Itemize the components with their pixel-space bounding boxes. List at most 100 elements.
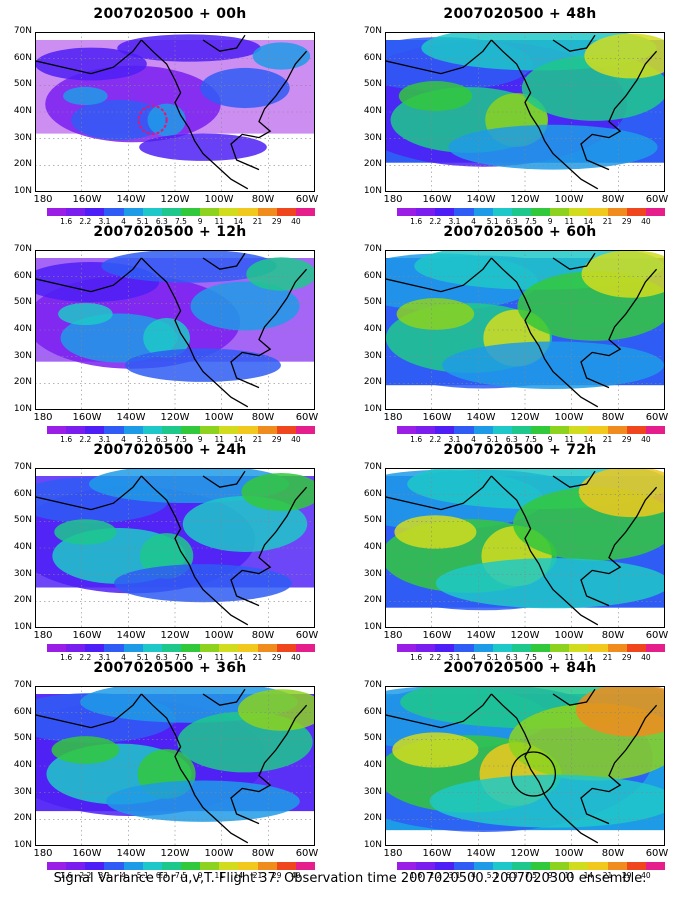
lon-tick-label: 100W [554,412,584,423]
map-frame [385,686,665,846]
lon-tick-label: 100W [204,630,234,641]
map-panel-p36: 2007020500 + 36h 70N 60N 50N 40N 30N 20N 10N 180… [0,660,340,880]
colorbar-swatch [530,644,551,652]
lat-tick-label: 50N [363,297,382,308]
colorbar-label: 4 [121,871,126,880]
panel-title: 2007020500 + 60h [443,224,597,240]
colorbar-label: 5.1 [136,653,149,662]
colorbar-swatch [85,644,105,652]
colorbar-swatch [180,862,201,870]
variance-contour [106,780,300,822]
colorbar-label: 11 [214,653,225,662]
colorbar-swatch [276,862,296,870]
colorbar-label: 11 [214,435,225,444]
lat-tick-label: 10N [13,622,32,632]
lon-tick-label: 160W [422,630,452,641]
lat-tick-label: 30N [13,132,32,143]
lon-tick-label: 100W [204,412,234,423]
variance-contour [394,515,477,549]
lon-tick-label: 140W [116,630,146,641]
lon-tick-label: 80W [251,412,275,423]
colorbar-label: 3.1 [98,653,111,662]
colorbar-label: 2.2 [429,435,442,444]
colorbar-swatch [219,862,239,870]
coastline [552,252,596,270]
colorbar-swatch [123,426,143,434]
colorbar-swatch [180,426,201,434]
lon-tick-label: 80W [251,848,275,859]
colorbar-label: 40 [291,435,301,444]
colorbar [397,862,665,870]
panel-title: 2007020500 + 72h [443,442,597,458]
colorbar-swatch [645,426,665,434]
coastline [140,257,249,408]
colorbar-label: 9 [197,653,203,662]
colorbar-swatch [161,208,181,216]
coastline [230,268,308,389]
lon-tick-label: 100W [204,194,234,205]
colorbar-swatch [85,426,105,434]
variance-contour [51,736,120,764]
colorbar-swatch [492,426,512,434]
variance-contour [117,34,261,62]
lat-tick-label: 10N [13,840,32,850]
colorbar-label: 2.2 [79,653,92,662]
colorbar-label: 29 [271,871,282,880]
colorbar-swatch [257,862,277,870]
colorbar-swatch [104,208,124,216]
colorbar-swatch [295,644,315,652]
colorbar-label: 40 [641,217,651,226]
colorbar-swatch [511,208,531,216]
colorbar-label: 29 [621,871,632,880]
lat-tick-label: 60N [13,488,32,499]
lat-tick-label: 30N [13,350,32,361]
colorbar-swatch [397,862,417,870]
variance-map [35,250,315,410]
colorbar-label: 3.1 [448,653,461,662]
lon-tick-label: 180 [33,848,53,859]
colorbar-swatch [142,644,162,652]
colorbar [47,644,315,652]
lat-tick-label: 20N [363,813,382,824]
colorbar-swatch [550,862,570,870]
colorbar-swatch [276,426,296,434]
colorbar-swatch [626,644,646,652]
lat-tick-label: 60N [363,488,382,499]
colorbar-label: 5.1 [136,217,149,226]
lon-tick-label: 80W [601,194,625,205]
lat-tick-label: 40N [13,324,32,334]
colorbar-label: 11 [214,217,225,226]
variance-contour [396,298,475,330]
colorbar-label: 4 [471,871,476,880]
colorbar-swatch [607,208,627,216]
colorbar-label: 5.1 [136,435,149,444]
coastline [490,257,599,408]
colorbar-swatch [200,862,220,870]
colorbar-swatch [588,426,608,434]
map-panel-p60: 2007020500 + 60h 70N 60N 50N 40N 30N 20N 10N 180… [350,224,690,444]
coastline [580,268,658,389]
lat-tick-label: 10N [363,186,382,196]
colorbar-label: 3.1 [98,871,111,880]
lon-tick-label: 80W [251,194,275,205]
colorbar-swatch [569,208,589,216]
colorbar-swatch [550,644,570,652]
colorbar-label: 14 [583,871,594,880]
colorbar-swatch [161,862,181,870]
panel-title: 2007020500 + 00h [93,6,247,22]
variance-contour [35,47,147,81]
lon-tick-label: 120W [510,848,540,859]
colorbar-label: 5.1 [486,653,499,662]
colorbar-swatch [161,426,181,434]
variance-contour [125,348,281,382]
variance-contour [88,468,290,504]
variance-contour [101,250,277,283]
colorbar-swatch [454,644,474,652]
lat-tick-label: 40N [363,324,382,334]
lon-tick-label: 120W [510,194,540,205]
variance-contour [448,124,658,170]
colorbar-swatch [569,644,589,652]
colorbar-swatch [200,644,220,652]
colorbar-label: 21 [602,653,613,662]
lon-tick-label: 180 [33,630,53,641]
